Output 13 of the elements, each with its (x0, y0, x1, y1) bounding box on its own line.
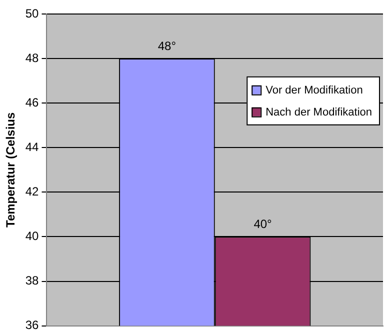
y-tick-label: 48 (25, 50, 40, 65)
y-tick-label: 50 (25, 6, 40, 20)
data-label: 48° (158, 38, 176, 53)
y-tick-label: 40 (25, 229, 40, 244)
legend-label: Nach der Modifikation (266, 106, 372, 118)
y-axis-title: Temperatur (Celsius (4, 112, 18, 228)
data-label: 40° (254, 217, 272, 232)
y-tick-label: 36 (25, 318, 40, 332)
legend-label: Vor der Modifikation (266, 84, 363, 96)
y-tick-label: 42 (25, 184, 40, 198)
y-tick-label: 38 (25, 274, 40, 288)
y-tick-label: 46 (25, 95, 40, 110)
y-tick-label: 44 (25, 140, 40, 154)
